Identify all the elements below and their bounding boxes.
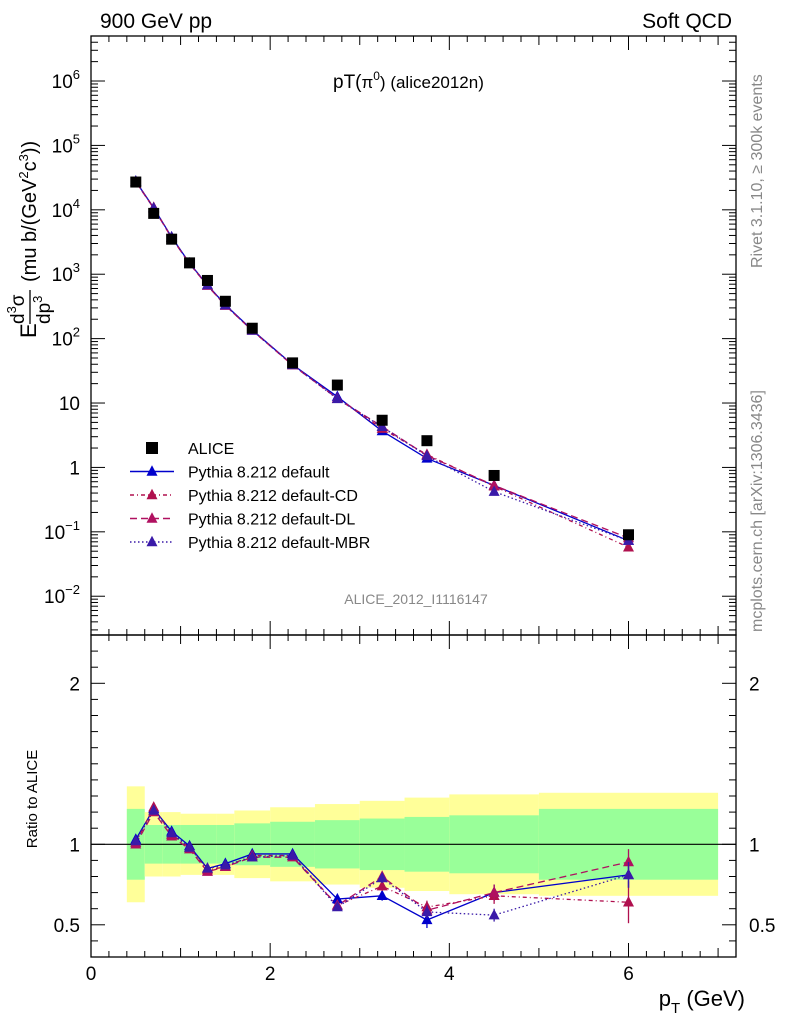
- upper-y-tick-label: 102: [52, 325, 80, 351]
- x-tick-label: 2: [265, 964, 276, 985]
- svg-text:d3σ: d3σ: [4, 294, 29, 324]
- lower-y-tick-label-right: 0.5: [749, 916, 775, 937]
- lower-y-tick-label: 2: [69, 674, 80, 695]
- pythia-8-212-default-upper-line: [135, 180, 629, 542]
- alice-data-point: [488, 469, 500, 481]
- pythia-8-212-default-mbr-upper-point: [488, 485, 500, 496]
- legend: ALICE Pythia 8.212 default Pythia 8.212 de…: [130, 441, 370, 552]
- pythia-8-212-default-dl-upper-point: [488, 479, 500, 490]
- upper-y-tick-label: 106: [52, 67, 80, 93]
- plot-title: pT(π0) (alice2012n): [333, 69, 484, 93]
- pythia-8-212-default-mbr-ratio-point: [166, 826, 178, 838]
- pythia-8-212-default-dl-ratio-point: [623, 855, 634, 867]
- alice-data-point: [148, 207, 160, 219]
- legend-marker-alice: [146, 442, 158, 454]
- category-label: Soft QCD: [642, 10, 732, 33]
- upper-y-tick-label: 104: [52, 196, 80, 222]
- pythia-8-212-default-dl-ratio-point: [488, 886, 500, 897]
- mcplots-label: mcplots.cern.ch [arXiv:1306.3436]: [749, 390, 766, 632]
- legend-label-pythia-8-212-default-mbr: Pythia 8.212 default-MBR: [188, 535, 370, 552]
- pythia-8-212-default-mbr-ratio-point: [376, 871, 388, 883]
- pythia-8-212-default-mbr-ratio-point: [219, 859, 231, 870]
- pythia-8-212-default-mbr-upper-point: [376, 420, 388, 432]
- pythia-8-212-default-cd-ratio-point: [623, 896, 634, 907]
- x-tick-label: 0: [86, 964, 97, 985]
- lower-y-tick-label-right: 1: [749, 835, 760, 856]
- pythia-8-212-default-dl-upper-line: [135, 181, 629, 539]
- alice-data-point: [201, 274, 213, 286]
- pythia-8-212-default-mbr-upper-point: [331, 392, 343, 404]
- x-tick-label: 4: [444, 964, 455, 985]
- legend-label-alice: ALICE: [188, 441, 234, 458]
- alice-data-point: [376, 414, 388, 426]
- energy-label: 900 GeV pp: [100, 10, 212, 33]
- upper-y-tick-label: 10−2: [44, 582, 80, 608]
- legend-label-pythia-8-212-default-cd: Pythia 8.212 default-CD: [188, 488, 358, 505]
- legend-label-pythia-8-212-default: Pythia 8.212 default: [188, 465, 330, 482]
- svg-text:dp3: dp3: [30, 296, 55, 324]
- upper-y-tick-label: 105: [52, 131, 80, 157]
- pythia-8-212-default-mbr-ratio-point: [488, 908, 500, 920]
- lower-y-tick-label-right: 2: [749, 674, 760, 695]
- pythia-8-212-default-mbr-upper-point: [421, 449, 433, 461]
- alice-data-point: [130, 176, 142, 188]
- rivet-version-label: Rivet 3.1.10, ≥ 300k events: [749, 74, 766, 268]
- legend-label-pythia-8-212-default-dl: Pythia 8.212 default-DL: [188, 512, 355, 529]
- pythia-8-212-default-mbr-ratio-point: [246, 850, 258, 862]
- alice-data-point: [246, 322, 258, 334]
- upper-y-axis-title: E d3σ dp3 (mu b/(GeV2c3)): [4, 141, 55, 338]
- alice-data-point: [184, 257, 196, 269]
- lower-y-tick-label: 1: [69, 835, 80, 856]
- legend-marker-pythia-8-212-default: [146, 465, 158, 476]
- pythia-8-212-default-mbr-ratio-point: [287, 849, 299, 860]
- pythia-8-212-default-mbr-ratio-point: [130, 834, 142, 846]
- alice-data-point: [166, 233, 178, 245]
- legend-marker-pythia-8-212-default-dl: [146, 512, 158, 523]
- pythia-8-212-default-mbr-ratio-point: [623, 868, 634, 880]
- data-markers: [130, 175, 634, 929]
- pythia-8-212-default-ratio-point: [421, 913, 433, 925]
- pythia-8-212-default-mbr-ratio-point: [331, 900, 343, 912]
- svg-text:(mu b/(GeV2c3)): (mu b/(GeV2c3)): [16, 141, 41, 282]
- lower-y-axis-title: Ratio to ALICE: [24, 750, 41, 848]
- pythia-8-212-default-ratio-point: [376, 889, 388, 901]
- x-tick-label: 6: [623, 964, 634, 985]
- legend-marker-pythia-8-212-default-mbr: [146, 535, 158, 547]
- svg-text:E: E: [16, 323, 41, 338]
- pythia-8-212-default-mbr-upper-line: [135, 181, 629, 542]
- pythia-8-212-default-mbr-ratio-point: [201, 862, 213, 873]
- pythia-8-212-default-mbr-ratio-point: [148, 804, 160, 815]
- alice-data-point: [287, 357, 299, 369]
- upper-y-tick-label: 10: [59, 394, 80, 415]
- pythia-8-212-default-mbr-ratio-point: [421, 905, 433, 917]
- upper-y-tick-label: 10−1: [44, 518, 80, 544]
- pythia-8-212-default-ratio-point: [331, 892, 343, 904]
- pythia-8-212-default-mbr-ratio-point: [184, 841, 196, 852]
- upper-y-tick-label: 103: [52, 260, 80, 286]
- lower-y-tick-label: 0.5: [54, 916, 80, 937]
- pythia-8-212-default-cd-upper-point: [623, 541, 634, 552]
- legend-marker-pythia-8-212-default-cd: [146, 488, 158, 500]
- upper-y-tick-label: 1: [69, 458, 80, 479]
- alice-data-point: [623, 529, 634, 541]
- alice-data-point: [331, 379, 343, 391]
- x-axis-title: pT (GeV): [659, 986, 745, 1017]
- pythia-8-212-default-cd-ratio-point: [376, 879, 388, 891]
- analysis-watermark: ALICE_2012_I1116147: [344, 591, 488, 607]
- alice-data-point: [421, 435, 433, 447]
- alice-data-point: [219, 295, 231, 307]
